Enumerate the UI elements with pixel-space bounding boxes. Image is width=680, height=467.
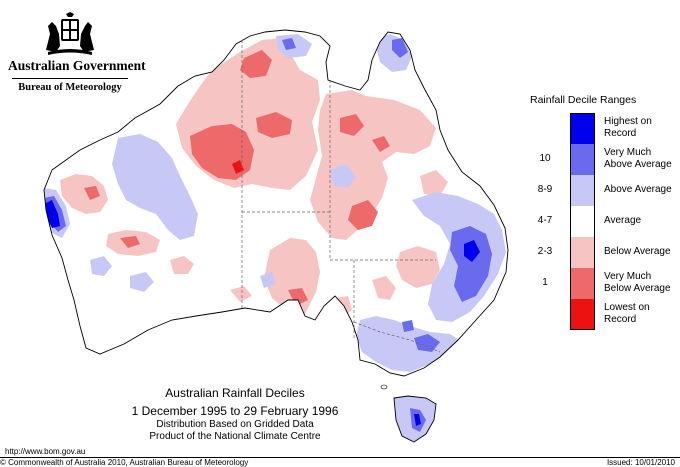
legend-item-label: Below Average bbox=[604, 246, 671, 257]
nsw-vic-border bbox=[353, 321, 441, 353]
state-boundaries bbox=[241, 40, 441, 353]
legend-item-swatch bbox=[570, 144, 595, 175]
legend-item-swatch bbox=[570, 175, 595, 206]
legend-item: Highest on Record bbox=[530, 113, 678, 144]
legend-item-range: 4-7 bbox=[537, 215, 553, 226]
below-average-areas bbox=[60, 38, 448, 356]
legend-item-label: Highest on Record bbox=[604, 116, 652, 139]
legend-item-swatch bbox=[570, 113, 595, 144]
issued-date: Issued: 10/01/2010 bbox=[606, 458, 675, 467]
legend-item-swatch bbox=[570, 237, 595, 268]
legend-item: 4-7 Average bbox=[530, 206, 678, 237]
legend-item: 8-9 Above Average bbox=[530, 175, 678, 206]
lowest-on-record-areas bbox=[232, 160, 244, 174]
legend-item: 2-3 Below Average bbox=[530, 237, 678, 268]
decile-shading bbox=[44, 34, 506, 372]
coastline bbox=[43, 29, 509, 377]
bureau-name: Bureau of Meteorology bbox=[18, 82, 122, 93]
tasmania bbox=[393, 395, 437, 443]
legend-item-range: 10 bbox=[539, 153, 551, 164]
legend-item: 10 Very Much Above Average bbox=[530, 144, 678, 175]
government-name: Australian Government bbox=[8, 58, 146, 73]
legend-item-label: Average bbox=[604, 215, 642, 226]
legend-item-label: Very Much Below Average bbox=[604, 271, 671, 294]
very-much-above-average-areas bbox=[44, 38, 492, 352]
highest-on-record-areas bbox=[44, 200, 480, 262]
header: Australian Government Bureau of Meteorol… bbox=[8, 12, 146, 93]
map-caption: Australian Rainfall Deciles 1 December 1… bbox=[115, 386, 355, 443]
legend-item-swatch bbox=[570, 206, 595, 237]
legend-item-label: Lowest on Record bbox=[604, 302, 650, 325]
caption-line-2: Product of the National Climate Centre bbox=[149, 431, 321, 442]
king-island bbox=[380, 384, 388, 390]
copyright-text: © Commonwealth of Australia 2010, Austra… bbox=[0, 458, 249, 467]
legend-item-label: Very Much Above Average bbox=[604, 147, 672, 170]
legend-item-label: Above Average bbox=[604, 184, 672, 195]
commonwealth-coat-of-arms-icon bbox=[46, 12, 94, 55]
legend-rows: Highest on Record 10 Very Much Above Avera… bbox=[530, 113, 678, 330]
legend-title: Rainfall Decile Ranges bbox=[530, 94, 637, 106]
legend-item-swatch bbox=[570, 268, 595, 299]
website-url[interactable]: http://www.bom.gov.au bbox=[5, 447, 86, 456]
legend-item-range: 2-3 bbox=[537, 246, 553, 257]
legend: Rainfall Decile Ranges Highest on Record… bbox=[530, 94, 678, 330]
caption-line-1: Distribution Based on Gridded Data bbox=[156, 419, 314, 430]
legend-item-range: 1 bbox=[542, 277, 548, 288]
divider bbox=[12, 78, 128, 79]
legend-item-swatch bbox=[570, 299, 595, 330]
caption-title: Australian Rainfall Deciles bbox=[165, 386, 305, 400]
legend-item: Lowest on Record bbox=[530, 299, 678, 330]
caption-dates: 1 December 1995 to 29 February 1996 bbox=[131, 404, 339, 418]
legend-item-range: 8-9 bbox=[537, 184, 553, 195]
footer-divider bbox=[0, 457, 680, 458]
legend-item: 1 Very Much Below Average bbox=[530, 268, 678, 299]
